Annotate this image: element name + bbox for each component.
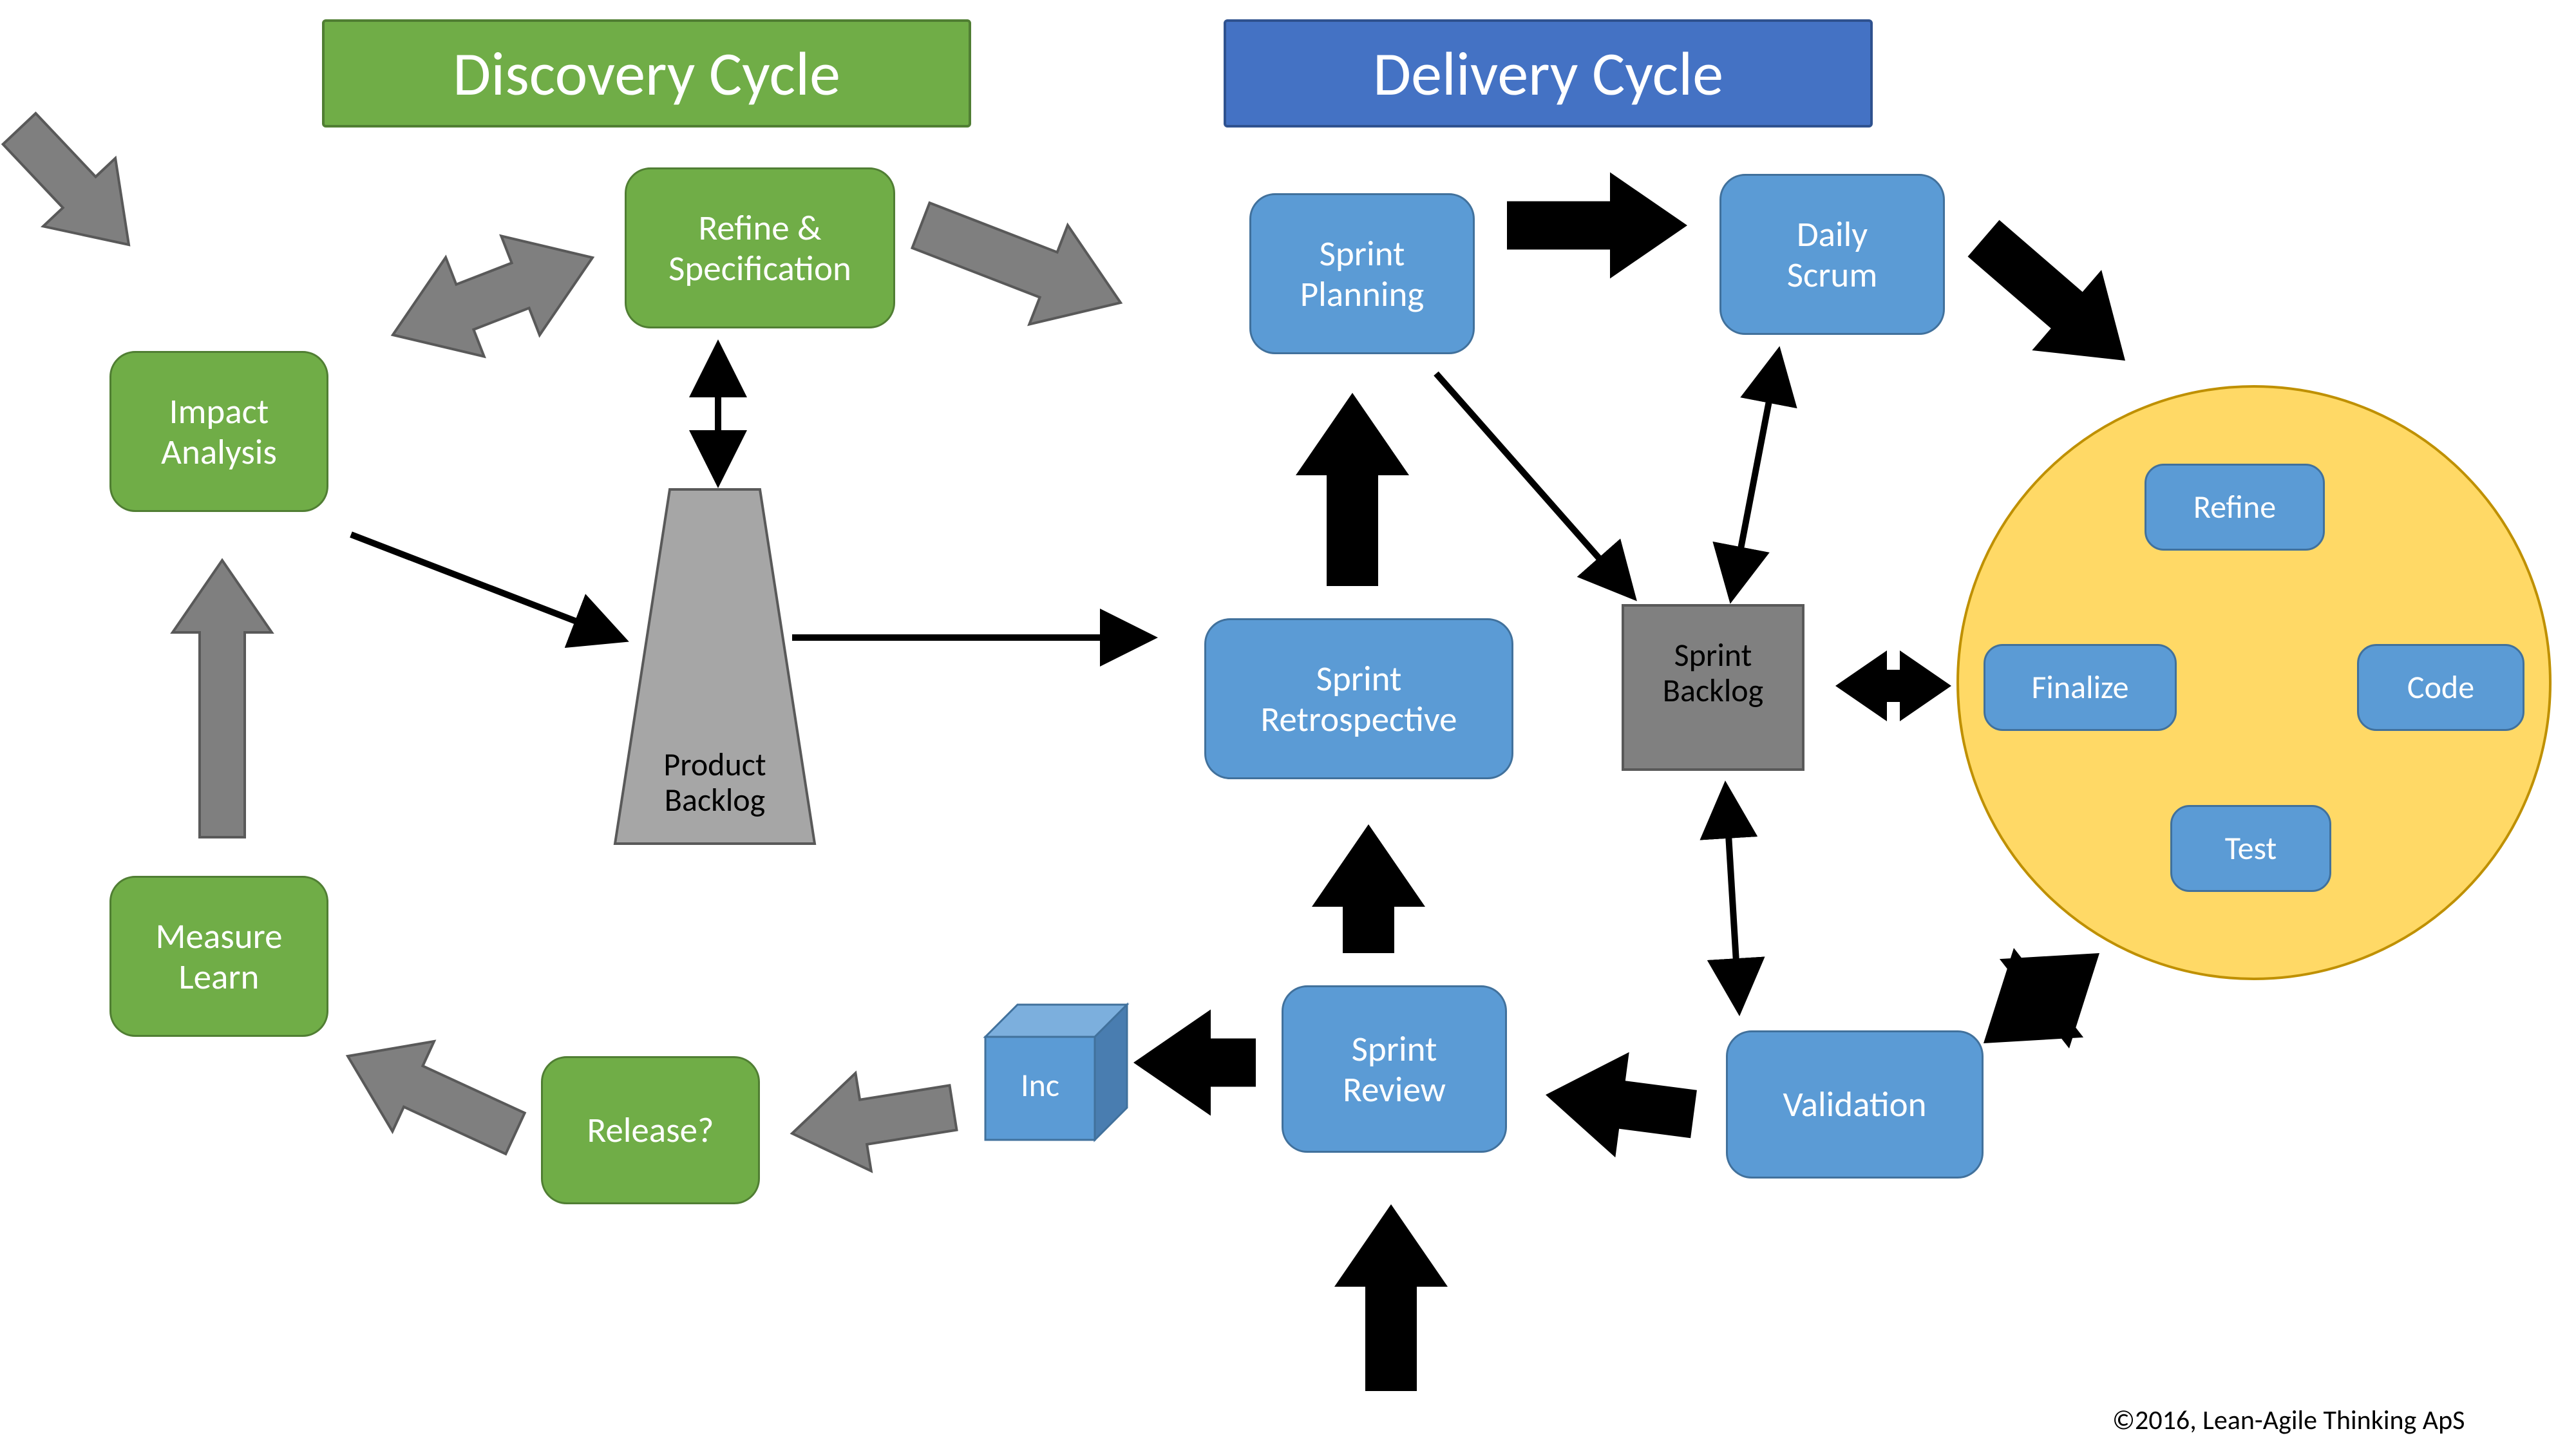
measure-learn-node: Measure Learn [109, 876, 328, 1037]
copyright-text: ©2016, Lean-Agile Thinking ApS [2112, 1404, 2465, 1437]
thin-arrow-planning-to-backlog [1436, 374, 1629, 592]
finalize-node: Finalize [1984, 644, 2177, 731]
code-label: Code [2407, 669, 2474, 706]
test-label: Test [2225, 830, 2277, 867]
release-label: Release? [587, 1110, 714, 1150]
black-arrow-validation-to-review [1546, 1052, 1697, 1158]
grey-arrow-measure-to-impact [173, 560, 272, 837]
grey-arrow-entry-top-left [3, 113, 129, 245]
validation-node: Validation [1726, 1030, 1984, 1179]
finalize-label: Finalize [2031, 669, 2128, 706]
discovery-banner: Discovery Cycle [322, 19, 971, 128]
refine-node: Refine [2145, 464, 2325, 551]
delivery-banner-label: Delivery Cycle [1373, 36, 1723, 111]
black-arrow-bottom-into-review [1334, 1204, 1448, 1391]
black-arrow-daily-to-circle [1968, 220, 2126, 361]
product-backlog-label: Product Backlog [663, 745, 766, 820]
refine-spec-label: Refine & Specification [668, 207, 851, 289]
black-arrow-retro-to-planning [1296, 393, 1409, 586]
daily-scrum-label: Daily Scrum [1787, 214, 1878, 296]
sprint-backlog-label-container: Sprint Backlog [1623, 638, 1803, 708]
refine-spec-node: Refine & Specification [625, 167, 895, 328]
black-arrow-review-to-inc [1133, 1010, 1256, 1116]
black-block-arrows [1133, 173, 2125, 1392]
discovery-banner-label: Discovery Cycle [453, 36, 840, 111]
code-node: Code [2357, 644, 2524, 731]
refine-label: Refine [2193, 489, 2276, 526]
impact-analysis-label: Impact Analysis [161, 391, 277, 473]
impact-analysis-node: Impact Analysis [109, 351, 328, 512]
sprint-review-label: Sprint Review [1343, 1028, 1446, 1110]
sprint-planning-node: Sprint Planning [1249, 193, 1475, 354]
inc-label-container: Inc [985, 1066, 1095, 1105]
grey-arrow-release-to-measure [348, 1041, 525, 1154]
thin-arrow-daily-to-backlog [1732, 357, 1777, 592]
thin-arrow-impact-to-backlog [351, 535, 618, 638]
thin-arrow-validation-to-backlog [1726, 792, 1739, 1005]
delivery-banner: Delivery Cycle [1224, 19, 1873, 128]
sprint-backlog-label: Sprint Backlog [1663, 636, 1763, 710]
sprint-planning-label: Sprint Planning [1300, 233, 1425, 315]
measure-learn-label: Measure Learn [156, 916, 283, 998]
inc-label: Inc [1021, 1066, 1059, 1105]
black-arrow-backlog-to-circle [1835, 650, 1951, 721]
grey-arrow-impact-to-refine [393, 236, 592, 356]
sprint-retro-label: Sprint Retrospective [1260, 658, 1457, 740]
sprint-review-node: Sprint Review [1282, 985, 1507, 1153]
black-arrow-circle-to-validation [1984, 948, 2099, 1048]
validation-label: Validation [1783, 1084, 1926, 1124]
thin-black-arrows [351, 351, 1777, 1005]
black-arrow-review-to-retro [1312, 824, 1425, 953]
grey-arrow-inc-to-release [792, 1073, 957, 1171]
daily-scrum-node: Daily Scrum [1719, 174, 1945, 335]
release-node: Release? [541, 1056, 760, 1204]
sprint-retro-node: Sprint Retrospective [1204, 618, 1513, 779]
black-arrow-planning-to-daily [1507, 173, 1687, 279]
test-node: Test [2170, 805, 2331, 892]
grey-arrow-refine-to-right [913, 203, 1121, 325]
product-backlog-label-container: Product Backlog [615, 747, 815, 818]
